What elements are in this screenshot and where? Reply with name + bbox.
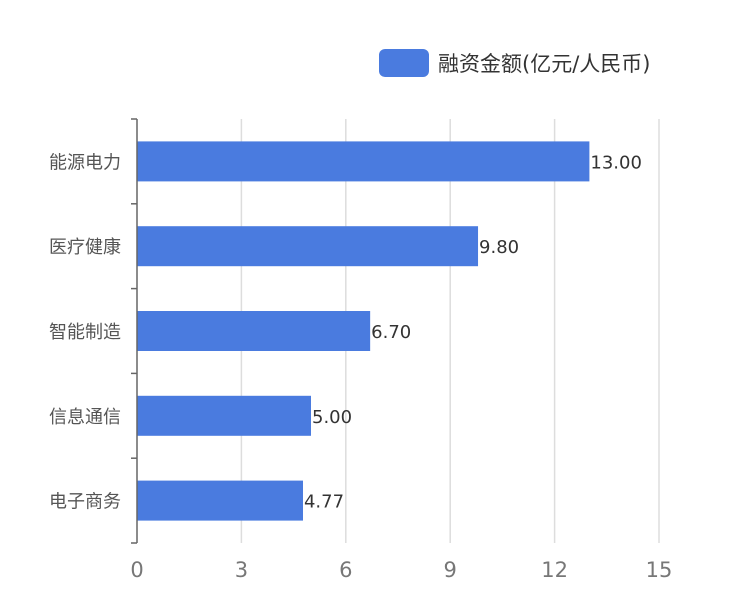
bars: 13.00 9.80 6.70 5.00 4.77 bbox=[137, 141, 642, 521]
bar-3 bbox=[137, 395, 311, 436]
category-label-4: 电子商务 bbox=[49, 492, 121, 513]
x-tick-label-15: 15 bbox=[646, 558, 673, 582]
bar-4 bbox=[137, 480, 303, 521]
category-label-2: 智能制造 bbox=[49, 322, 121, 343]
gridlines bbox=[240, 119, 660, 543]
bar-0 bbox=[137, 141, 590, 182]
data-label-4: 4.77 bbox=[304, 492, 344, 513]
data-label-2: 6.70 bbox=[371, 322, 411, 343]
data-label-0: 13.00 bbox=[590, 152, 642, 173]
legend: 融资金额(亿元/人民币) bbox=[379, 49, 650, 77]
legend-swatch bbox=[379, 49, 429, 77]
category-label-3: 信息通信 bbox=[49, 407, 121, 428]
x-tick-label-12: 12 bbox=[541, 558, 568, 582]
x-tick-label-3: 3 bbox=[235, 558, 248, 582]
data-label-3: 5.00 bbox=[312, 407, 352, 428]
bar-1 bbox=[137, 226, 479, 267]
bar-2 bbox=[137, 311, 371, 351]
x-tick-label-9: 9 bbox=[444, 558, 457, 582]
legend-label: 融资金额(亿元/人民币) bbox=[438, 52, 650, 76]
category-label-1: 医疗健康 bbox=[49, 237, 121, 258]
category-label-0: 能源电力 bbox=[49, 152, 121, 173]
x-tick-label-6: 6 bbox=[339, 558, 352, 582]
x-tick-label-0: 0 bbox=[130, 558, 143, 582]
data-label-1: 9.80 bbox=[479, 237, 519, 258]
